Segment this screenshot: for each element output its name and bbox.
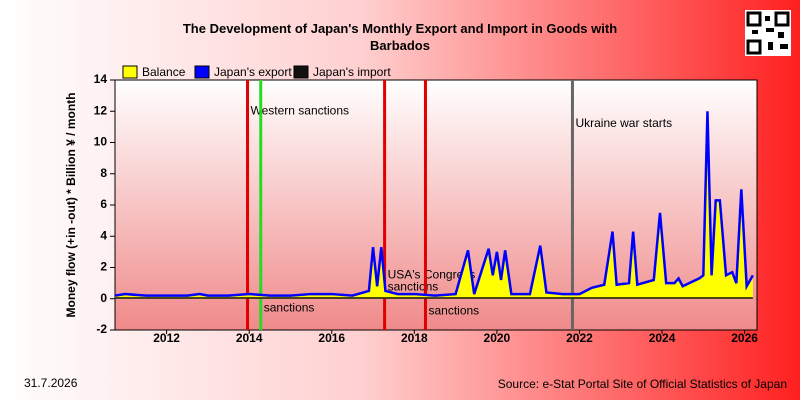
event-label: sanctions: [264, 300, 315, 314]
chart-title: The Development of Japan's Monthly Expor…: [182, 21, 618, 53]
legend-swatch: [122, 65, 138, 79]
event-label: Ukraine war starts: [575, 116, 672, 130]
x-tick-label: 2026: [731, 331, 758, 345]
date: 31.7.2026: [24, 376, 78, 390]
y-axis-label: Money flow (+in -out) * Billion ¥ / mont…: [64, 93, 78, 318]
y-tick-label: 2: [100, 260, 107, 274]
y-tick-label: 12: [94, 103, 108, 117]
y-tick-label: 0: [100, 291, 107, 305]
y-tick-label: 4: [100, 228, 107, 242]
x-tick-label: 2018: [401, 331, 428, 345]
source: Source: e-Stat Portal Site of Official S…: [498, 377, 787, 391]
x-tick-label: 2022: [566, 331, 593, 345]
export-line: [114, 111, 754, 297]
y-tick-label: 14: [94, 72, 108, 86]
x-tick-label: 2024: [649, 331, 676, 345]
x-tick-label: 2020: [484, 331, 511, 345]
legend-label: Japan's import: [313, 65, 391, 79]
event-label: USA's Congress: [388, 267, 476, 281]
legend-swatch: [194, 65, 210, 79]
y-tick-label: 10: [94, 135, 108, 149]
x-tick-label: 2014: [236, 331, 263, 345]
legend-swatch: [293, 65, 309, 79]
event-label: sanctions: [388, 279, 439, 293]
qr-code: [745, 10, 791, 56]
legend-label: Japan's export: [214, 65, 292, 79]
event-label: sanctions: [428, 303, 479, 317]
event-label: Western sanctions: [251, 103, 350, 117]
legend-label: Balance: [142, 65, 186, 79]
y-tick-label: -2: [96, 322, 107, 336]
x-tick-label: 2012: [153, 331, 180, 345]
y-tick-label: 8: [100, 166, 107, 180]
x-tick-label: 2016: [318, 331, 345, 345]
y-tick-label: 6: [100, 197, 107, 211]
